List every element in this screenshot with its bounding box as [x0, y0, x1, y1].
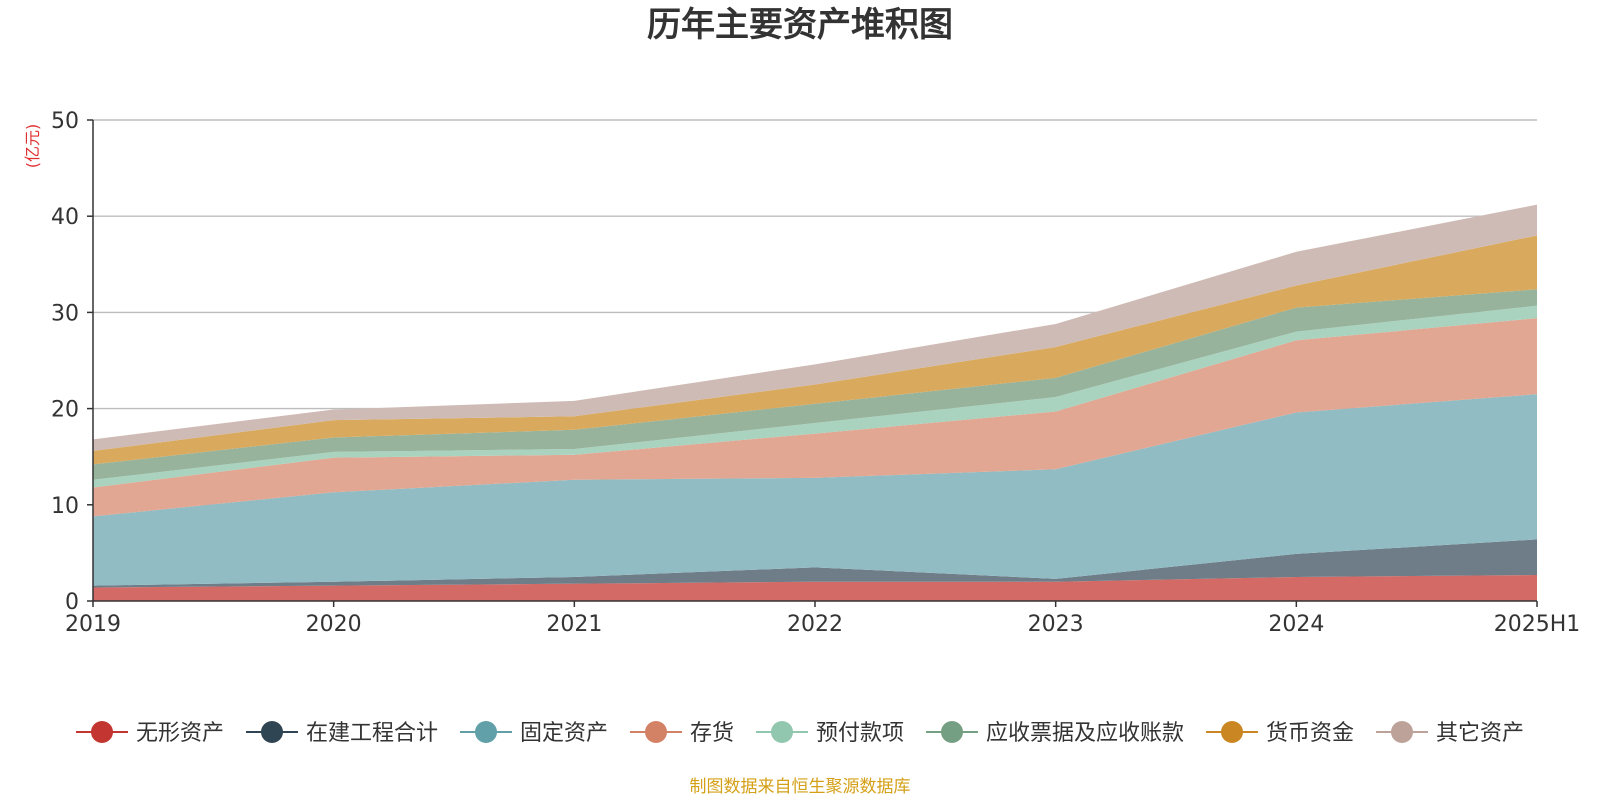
legend-item-6[interactable]: 应收票据及应收账款 [926, 721, 1184, 746]
x-tick-label: 2020 [306, 612, 362, 637]
legend-item-8[interactable]: 其它资产 [1376, 721, 1524, 746]
area-series-5 [93, 305, 1537, 488]
chart-title: 历年主要资产堆积图 [647, 5, 953, 45]
y-tick-label: 0 [65, 590, 79, 615]
x-tick-label: 2021 [546, 612, 602, 637]
y-axis-unit-label: (亿元) [23, 124, 42, 169]
y-tick-label: 10 [51, 494, 79, 519]
legend-label: 存货 [690, 721, 734, 746]
legend-label: 在建工程合计 [306, 721, 438, 746]
x-tick-label: 2024 [1268, 612, 1324, 637]
area-series-2 [93, 539, 1537, 588]
legend-item-2[interactable]: 在建工程合计 [246, 721, 438, 746]
legend-item-1[interactable]: 无形资产 [76, 721, 224, 746]
legend-marker [91, 721, 113, 743]
area-series-3 [93, 394, 1537, 586]
legend-marker [1391, 721, 1413, 743]
area-series-6 [93, 289, 1537, 480]
area-series-8 [93, 204, 1537, 451]
area-series-4 [93, 318, 1537, 517]
legend-label: 固定资产 [520, 721, 608, 746]
data-source-note: 制图数据来自恒生聚源数据库 [690, 777, 911, 797]
legend-label: 预付款项 [816, 721, 904, 746]
y-tick-label: 40 [51, 205, 79, 230]
legend-marker [941, 721, 963, 743]
legend-label: 货币资金 [1266, 721, 1354, 746]
legend-label: 无形资产 [136, 721, 224, 746]
y-tick-label: 50 [51, 109, 79, 134]
x-tick-label: 2022 [787, 612, 843, 637]
x-tick-label: 2023 [1028, 612, 1084, 637]
legend-item-3[interactable]: 固定资产 [460, 721, 608, 746]
axes: 0 10 20 30 40 50 2019 2020 2021 2022 2023 2024 2025H… [51, 109, 1580, 637]
legend-marker [261, 721, 283, 743]
x-tick-label: 2019 [65, 612, 121, 637]
x-tick-label: 2025H1 [1494, 612, 1581, 637]
legend: 无形资产 在建工程合计 固定资产 存货 预付款项 应收票据及应收账款 货币资金 其它资产 [76, 721, 1524, 746]
legend-item-5[interactable]: 预付款项 [756, 721, 904, 746]
area-series-7 [93, 235, 1537, 465]
legend-marker [1221, 721, 1243, 743]
legend-marker [645, 721, 667, 743]
legend-label: 应收票据及应收账款 [986, 721, 1184, 746]
legend-item-7[interactable]: 货币资金 [1206, 721, 1354, 746]
y-tick-label: 30 [51, 301, 79, 326]
legend-marker [771, 721, 793, 743]
legend-label: 其它资产 [1436, 721, 1524, 746]
area-series [93, 204, 1537, 601]
legend-marker [475, 721, 497, 743]
legend-item-4[interactable]: 存货 [630, 721, 734, 746]
area-series-1 [93, 575, 1537, 601]
y-tick-label: 20 [51, 398, 79, 423]
